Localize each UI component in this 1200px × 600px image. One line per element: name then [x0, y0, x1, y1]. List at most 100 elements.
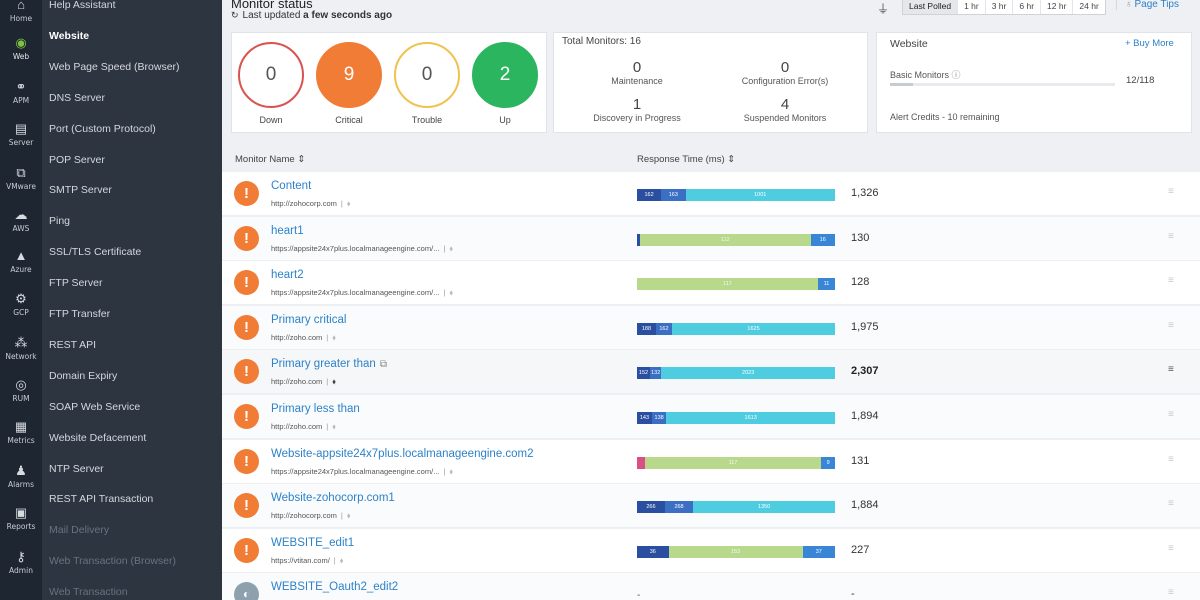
monitor-name-link[interactable]: heart1	[271, 225, 304, 237]
submenu-item[interactable]: FTP Transfer	[49, 308, 111, 320]
status-circle-critical[interactable]: 9	[316, 42, 382, 108]
table-row[interactable]: ! Website-zohocorp.com1 http://zohocorp.co…	[222, 484, 1200, 529]
row-menu-icon[interactable]: ≡	[1168, 319, 1174, 331]
stat-maintenance[interactable]: 0 Maintenance	[562, 60, 712, 87]
submenu-item[interactable]: Ping	[49, 215, 71, 228]
rail-item-vmware[interactable]: ⧉ VMware	[0, 166, 42, 192]
submenu-item[interactable]: REST API Transaction	[49, 493, 154, 506]
table-row[interactable]: ! heart1 https://appsite24x7plus.localmana…	[222, 216, 1200, 261]
tag-icon[interactable]: ⬧	[346, 199, 351, 208]
row-menu-icon[interactable]: ≡	[1168, 186, 1174, 197]
submenu-item[interactable]: Port (Custom Protocol)	[49, 122, 156, 135]
submenu-item[interactable]: Domain Expiry	[49, 369, 118, 382]
sort-icon[interactable]: ⇕	[727, 154, 736, 165]
row-menu-icon[interactable]: ≡	[1168, 409, 1174, 420]
submenu-item[interactable]: DNS Server	[49, 91, 106, 104]
submenu-item[interactable]: Mail Delivery	[49, 524, 110, 537]
rail-item-server[interactable]: ▤ Server	[0, 122, 42, 148]
rail-item-apm[interactable]: ⚭ APM	[0, 80, 42, 106]
page-tips-link[interactable]: ♁ Page Tips	[1116, 0, 1179, 10]
table-row[interactable]: ! heart2 https://appsite24x7plus.localmana…	[222, 261, 1200, 306]
submenu-item[interactable]: REST API	[49, 338, 97, 351]
rail-item-home[interactable]: ⌂ Home	[0, 0, 42, 23]
row-menu-icon[interactable]: ≡	[1168, 275, 1174, 287]
row-menu-icon[interactable]: ≡	[1168, 230, 1174, 242]
monitor-name-link[interactable]: Website-zohocorp.com1	[271, 492, 395, 504]
rail-item-azure[interactable]: ▲ Azure	[0, 249, 42, 275]
rail-item-metrics[interactable]: ▦ Metrics	[0, 420, 42, 446]
time-tab[interactable]: 6 hr	[1013, 0, 1042, 14]
submenu-item[interactable]: FTP Server	[49, 277, 103, 290]
row-menu-icon[interactable]: ≡	[1168, 587, 1174, 599]
stat-value: 4	[780, 96, 790, 113]
monitor-name-link[interactable]: Primary greater than ⧉	[271, 358, 387, 370]
tag-icon[interactable]: ⬧	[449, 466, 454, 476]
info-icon[interactable]: ⓘ	[951, 70, 961, 80]
refresh-icon[interactable]: ↻	[231, 10, 239, 20]
status-circle-up[interactable]: 2	[472, 42, 538, 108]
submenu-item[interactable]: SSL/TLS Certificate	[49, 246, 142, 259]
row-menu-icon[interactable]: ≡	[1168, 498, 1174, 510]
row-menu-icon[interactable]: ≡	[1168, 453, 1174, 465]
stat-suspended[interactable]: 4 Suspended Monitors	[710, 97, 860, 124]
time-tab[interactable]: 3 hr	[986, 0, 1014, 14]
row-menu-icon[interactable]: ≡	[1168, 364, 1174, 376]
rail-item-web[interactable]: ◉ Web	[0, 36, 42, 62]
status-circle-trouble[interactable]: 0	[394, 42, 460, 108]
submenu-item[interactable]: POP Server	[49, 153, 105, 166]
time-tab[interactable]: Last Polled	[903, 0, 959, 14]
tag-icon[interactable]: ⬧	[332, 422, 336, 431]
filter-icon[interactable]: ⏚	[877, 2, 890, 16]
tag-icon[interactable]: ⬧	[449, 288, 454, 298]
stat-discovery[interactable]: 1 Discovery in Progress	[562, 97, 712, 124]
table-row[interactable]: ! Content http://zohocorp.com | ⬧ 162 163 1001 1…	[222, 172, 1200, 216]
time-tab[interactable]: 1 hr	[958, 0, 986, 14]
rail-item-aws[interactable]: ☁ AWS	[0, 208, 42, 234]
rail-item-admin[interactable]: ⚷ Admin	[0, 550, 42, 576]
monitor-name-link[interactable]: WEBSITE_edit1	[271, 537, 354, 549]
table-row[interactable]: ! Website-appsite24x7plus.localmanageengi…	[222, 439, 1200, 484]
rail-item-alarms[interactable]: ♟ Alarms	[0, 464, 42, 490]
submenu-item[interactable]: NTP Server	[49, 462, 104, 475]
submenu-item[interactable]: Web Transaction (Browser)	[49, 555, 177, 568]
sort-icon[interactable]: ⇕	[297, 154, 306, 165]
rail-item-gcp[interactable]: ⚙ GCP	[0, 292, 42, 318]
rail-item-network[interactable]: ⁂ Network	[0, 336, 42, 362]
col-response-time[interactable]: Response Time (ms) ⇕	[637, 154, 735, 165]
rail-item-reports[interactable]: ▣ Reports	[0, 506, 42, 532]
table-row[interactable]: ! Primary greater than ⧉ http://zoho.com | ⬧ 1…	[222, 350, 1200, 395]
time-tab[interactable]: 24 hr	[1079, 1, 1099, 11]
monitor-name-link[interactable]: Content	[271, 180, 311, 192]
col-monitor-name[interactable]: Monitor Name ⇕	[235, 154, 305, 165]
response-segment: 37	[802, 545, 835, 558]
submenu-item[interactable]: Help Assistant	[49, 0, 116, 11]
divider: |	[443, 288, 446, 298]
stat-config-errors[interactable]: 0 Configuration Error(s)	[710, 60, 860, 87]
table-row[interactable]: ! Primary critical http://zoho.com | ⬧ 188 162…	[222, 305, 1200, 350]
table-row[interactable]: ! Primary less than http://zoho.com | ⬧ 143 13…	[222, 395, 1200, 439]
time-tab[interactable]: 12 hr	[1041, 0, 1074, 14]
table-row[interactable]: ◐ WEBSITE_Oauth2_edit2 - - ≡	[222, 573, 1200, 600]
submenu-item[interactable]: Website	[49, 29, 90, 42]
monitor-name-link[interactable]: heart2	[271, 269, 304, 281]
external-link-icon[interactable]: ⧉	[379, 359, 387, 371]
monitor-name-link[interactable]: WEBSITE_Oauth2_edit2	[271, 581, 398, 593]
submenu-item[interactable]: SMTP Server	[49, 184, 112, 197]
monitor-name-link[interactable]: Primary less than	[271, 403, 360, 415]
buy-more-link[interactable]: + Buy More	[1125, 38, 1174, 49]
row-menu-icon[interactable]: ≡	[1168, 542, 1174, 554]
tag-icon[interactable]: ⬧	[346, 511, 351, 521]
rail-item-rum[interactable]: ◎ RUM	[0, 378, 42, 404]
submenu-item[interactable]: Web Transaction	[49, 586, 128, 599]
submenu-item[interactable]: SOAP Web Service	[49, 400, 141, 413]
status-circle-down[interactable]: 0	[238, 42, 304, 108]
submenu-item[interactable]: Web Page Speed (Browser)	[49, 60, 180, 73]
tag-icon[interactable]: ⬧	[332, 332, 336, 342]
tag-icon[interactable]: ⬧	[332, 377, 336, 387]
monitor-name-link[interactable]: Primary critical	[271, 314, 346, 326]
submenu-item[interactable]: Website Defacement	[49, 431, 147, 444]
tag-icon[interactable]: ⬧	[339, 555, 344, 565]
monitor-name-link[interactable]: Website-appsite24x7plus.localmanageengin…	[271, 448, 534, 460]
table-row[interactable]: ! WEBSITE_edit1 https://vtitan.com/| ⬧ 36 153…	[222, 528, 1200, 573]
tag-icon[interactable]: ⬧	[449, 243, 454, 253]
